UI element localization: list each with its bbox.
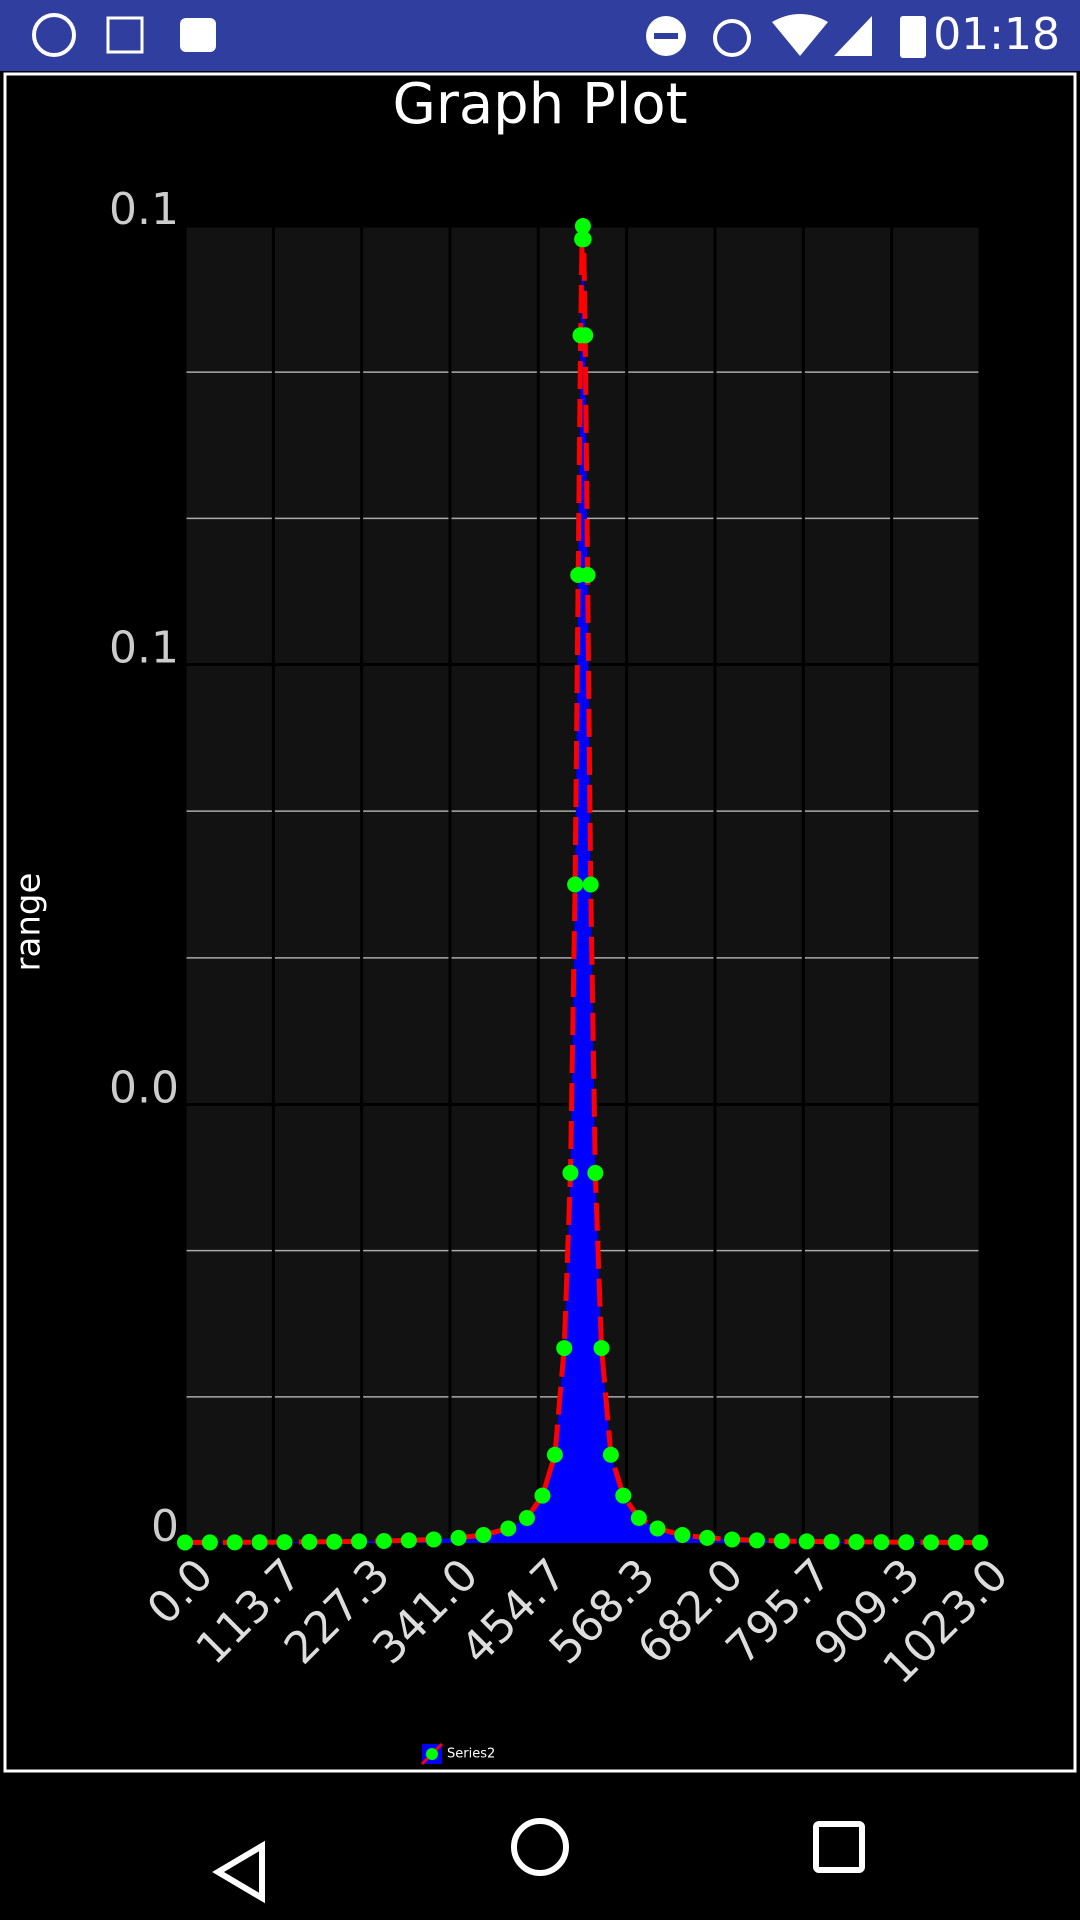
data-point (574, 218, 591, 234)
data-point (301, 1533, 318, 1550)
data-point (201, 1534, 218, 1551)
data-point (579, 567, 596, 584)
data-point (575, 231, 592, 248)
data-point (556, 1340, 573, 1357)
data-point (724, 1531, 741, 1548)
clock: 01:18 (933, 9, 1060, 60)
y-tick-label: 0.0 (109, 1062, 179, 1113)
data-point (425, 1531, 442, 1548)
data-point (972, 1534, 988, 1551)
data-point (450, 1529, 467, 1546)
y-tick-label: 0 (151, 1501, 179, 1552)
data-point (518, 1509, 535, 1526)
data-point (251, 1534, 268, 1551)
whatsapp-icon (32, 13, 76, 57)
data-point (351, 1533, 368, 1550)
data-point (699, 1529, 716, 1546)
data-point (823, 1533, 840, 1550)
data-point (226, 1534, 243, 1551)
alarm-icon (713, 19, 751, 57)
legend-label: Series2 (447, 1747, 495, 1762)
gallery-icon (106, 16, 144, 54)
data-point (587, 1164, 604, 1181)
data-point (898, 1534, 915, 1551)
dnd-bar (654, 33, 678, 39)
home-button[interactable] (511, 1818, 569, 1876)
battery-icon (900, 16, 926, 58)
android-icon (180, 18, 216, 52)
data-point (923, 1534, 940, 1551)
y-axis-label: range (9, 873, 49, 972)
data-point (649, 1520, 666, 1537)
data-point (615, 1487, 632, 1504)
data-point (848, 1533, 865, 1550)
recents-button[interactable] (813, 1821, 865, 1873)
status-icons (32, 13, 926, 58)
data-point (500, 1520, 517, 1537)
data-point (602, 1446, 619, 1463)
y-tick-label: 0.1 (109, 623, 179, 674)
data-point (582, 876, 599, 893)
data-point (177, 1534, 193, 1551)
data-point (276, 1534, 293, 1551)
data-point (873, 1534, 890, 1551)
data-point (593, 1340, 610, 1357)
data-point (947, 1534, 964, 1551)
chart-title: Graph Plot (392, 72, 687, 137)
data-point (534, 1487, 551, 1504)
data-point (748, 1532, 765, 1549)
data-point (798, 1533, 815, 1550)
data-point (546, 1446, 563, 1463)
legend-marker (426, 1748, 438, 1760)
data-point (562, 1164, 579, 1181)
data-point (400, 1532, 417, 1549)
data-point (567, 876, 584, 893)
data-point (773, 1533, 790, 1550)
data-point (630, 1509, 647, 1526)
data-point (375, 1533, 392, 1550)
nav-bar (212, 1818, 865, 1904)
data-point (674, 1526, 691, 1543)
back-button[interactable] (212, 1840, 265, 1904)
data-point (326, 1533, 343, 1550)
data-point (475, 1526, 492, 1543)
y-tick-label: 0.1 (109, 184, 179, 235)
data-point (577, 327, 594, 344)
wifi-icon (772, 14, 828, 56)
signal-icon (834, 16, 872, 56)
